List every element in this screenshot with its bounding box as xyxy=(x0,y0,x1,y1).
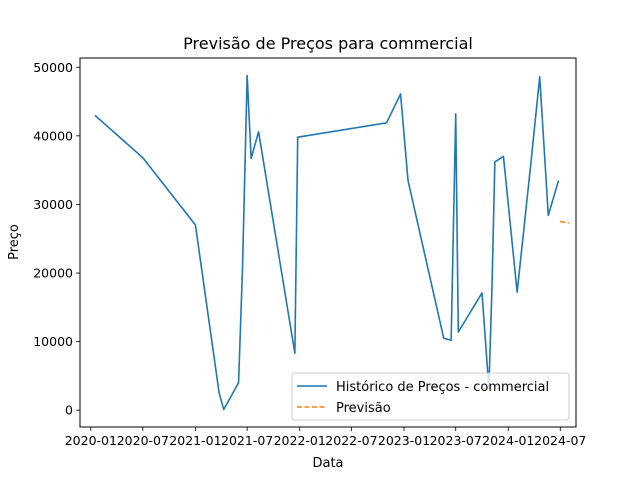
x-tick-label-7: 2023-07 xyxy=(430,433,482,448)
legend: Histórico de Preços - commercial Previsão xyxy=(291,372,570,421)
y-tick-label-5: 50000 xyxy=(33,60,73,75)
x-tick-label-3: 2021-07 xyxy=(221,433,273,448)
legend-label-1: Previsão xyxy=(336,401,391,416)
x-tick-label-1: 2020-07 xyxy=(117,433,169,448)
y-axis: 0 10000 20000 30000 40000 50000 xyxy=(33,60,80,418)
x-tick-label-5: 2022-07 xyxy=(325,433,377,448)
x-axis-label: Data xyxy=(312,456,343,471)
y-tick-label-1: 10000 xyxy=(33,334,73,349)
x-tick-label-9: 2024-07 xyxy=(534,433,586,448)
x-tick-label-2: 2021-01 xyxy=(169,433,221,448)
x-tick-label-8: 2024-01 xyxy=(482,433,534,448)
series-line-1 xyxy=(560,220,569,224)
legend-label-0: Histórico de Preços - commercial xyxy=(336,380,549,395)
y-tick-label-2: 20000 xyxy=(33,266,73,281)
y-tick-label-3: 30000 xyxy=(33,197,73,212)
y-tick-label-0: 0 xyxy=(65,403,73,418)
legend-box xyxy=(291,372,570,421)
series-layer xyxy=(94,74,569,411)
x-tick-label-6: 2023-01 xyxy=(378,433,430,448)
plot-area xyxy=(79,57,577,428)
x-axis: 2020-01 2020-07 2021-01 2021-07 2022-01 2022-… xyxy=(65,427,586,448)
chart-title: Previsão de Preços para commercial xyxy=(183,34,473,53)
y-tick-label-4: 40000 xyxy=(33,128,73,143)
y-axis-label: Preço xyxy=(7,224,22,260)
x-tick-label-4: 2022-01 xyxy=(274,433,326,448)
series-line-0 xyxy=(94,74,560,411)
x-tick-label-0: 2020-01 xyxy=(65,433,117,448)
